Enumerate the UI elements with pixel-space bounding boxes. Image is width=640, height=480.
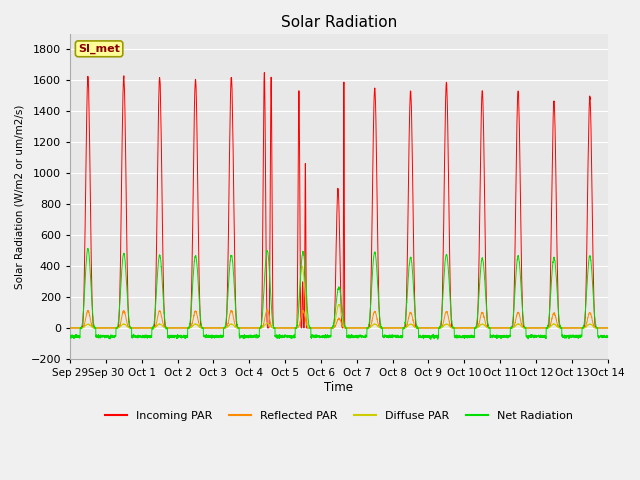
Title: Solar Radiation: Solar Radiation (281, 15, 397, 30)
Text: SI_met: SI_met (78, 44, 120, 54)
X-axis label: Time: Time (324, 381, 353, 394)
Legend: Incoming PAR, Reflected PAR, Diffuse PAR, Net Radiation: Incoming PAR, Reflected PAR, Diffuse PAR… (100, 407, 578, 426)
Y-axis label: Solar Radiation (W/m2 or um/m2/s): Solar Radiation (W/m2 or um/m2/s) (15, 104, 25, 288)
